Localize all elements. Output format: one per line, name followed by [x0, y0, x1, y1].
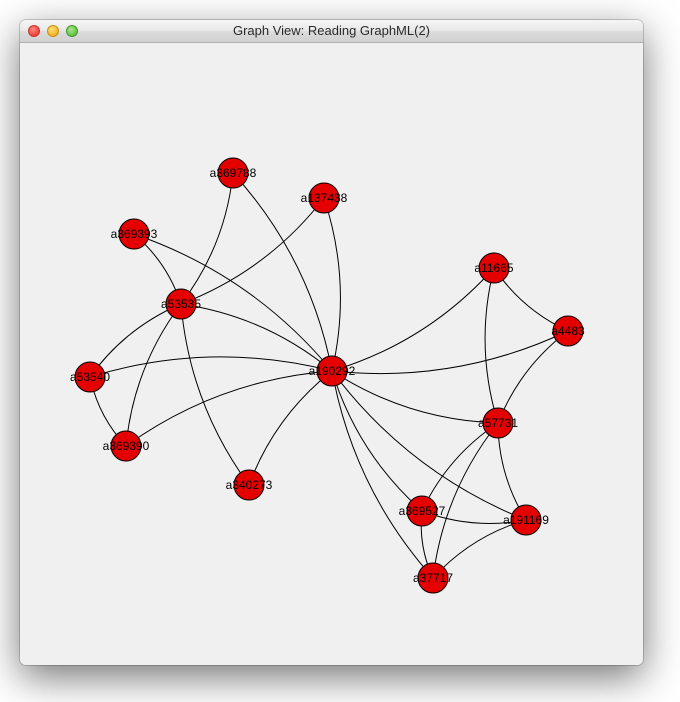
graph-node[interactable]: a137438 [301, 183, 348, 213]
edge [181, 304, 249, 485]
edge [332, 268, 494, 371]
node-label: a53535 [161, 297, 201, 311]
edge [181, 304, 332, 371]
graph-svg[interactable]: a190292 a53535 a369393 a369788 a137438 a53540… [20, 43, 643, 665]
edge [332, 371, 422, 511]
edge [498, 331, 568, 423]
edge [332, 331, 568, 374]
graph-canvas[interactable]: a190292 a53535 a369393 a369788 a137438 a53540… [20, 43, 643, 665]
edge [433, 423, 498, 578]
close-icon[interactable] [28, 25, 40, 37]
node-label: a4483 [551, 324, 585, 338]
graph-node[interactable]: a369527 [399, 496, 446, 526]
node-label: a190292 [309, 364, 356, 378]
edge [181, 198, 324, 304]
graph-node[interactable]: a340273 [226, 470, 273, 500]
edge [332, 371, 498, 423]
edge [332, 371, 433, 578]
node-label: a340273 [226, 478, 273, 492]
graph-node[interactable]: a11665 [474, 253, 513, 283]
node-label: a191169 [503, 513, 549, 527]
nodes-layer: a190292 a53535 a369393 a369788 a137438 a53540… [70, 158, 585, 593]
graph-node[interactable]: a53540 [70, 362, 110, 392]
edge [181, 173, 233, 304]
traffic-lights [20, 25, 78, 37]
app-window: Graph View: Reading GraphML(2) a190292 a5… [20, 20, 643, 665]
graph-node[interactable]: a4483 [551, 316, 585, 346]
edge [126, 304, 181, 446]
titlebar[interactable]: Graph View: Reading GraphML(2) [20, 20, 643, 43]
node-label: a369527 [399, 504, 446, 518]
node-label: a137438 [301, 191, 348, 205]
node-label: a53540 [70, 370, 110, 384]
node-label: a11665 [474, 261, 513, 275]
graph-node[interactable]: a369393 [111, 219, 158, 249]
node-label: a57731 [478, 416, 518, 430]
graph-node[interactable]: a53535 [161, 289, 201, 319]
graph-node[interactable]: a369390 [103, 431, 150, 461]
edge [90, 304, 181, 377]
zoom-icon[interactable] [66, 25, 78, 37]
edge [433, 520, 526, 578]
graph-node[interactable]: a37717 [413, 563, 453, 593]
edge [90, 357, 332, 377]
edge [485, 268, 498, 423]
minimize-icon[interactable] [47, 25, 59, 37]
edge [249, 371, 332, 485]
graph-node[interactable]: a369788 [210, 158, 257, 188]
node-label: a37717 [413, 571, 453, 585]
edge [126, 371, 332, 446]
node-label: a369390 [103, 439, 150, 453]
edge [422, 423, 498, 511]
window-title: Graph View: Reading GraphML(2) [20, 20, 643, 42]
node-label: a369788 [210, 166, 257, 180]
node-label: a369393 [111, 227, 158, 241]
graph-node[interactable]: a191169 [503, 505, 549, 535]
